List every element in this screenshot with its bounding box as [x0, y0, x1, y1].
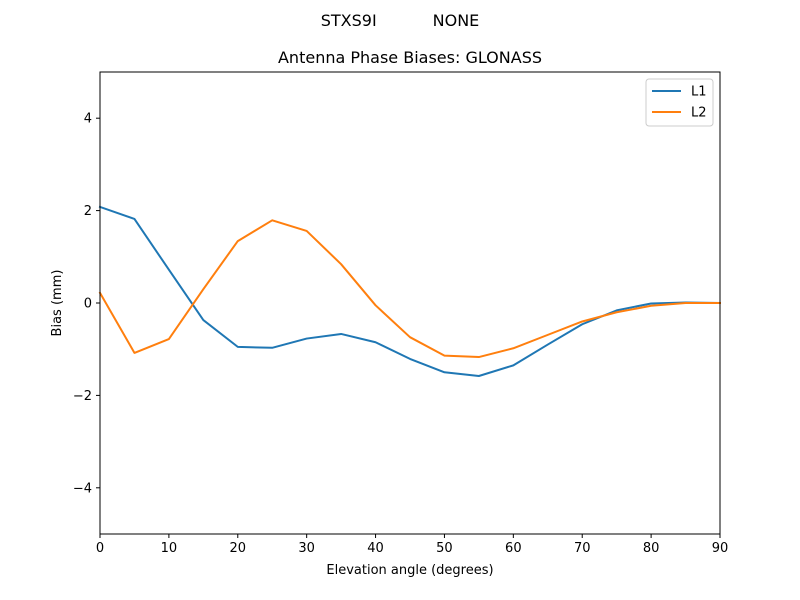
y-tick-label: −4 [73, 481, 92, 496]
chart-title: Antenna Phase Biases: GLONASS [278, 48, 542, 67]
x-axis-label: Elevation angle (degrees) [326, 563, 493, 578]
series-layer [98, 205, 722, 377]
y-tick-label: 0 [84, 297, 92, 312]
legend-label-l2: L2 [691, 106, 707, 121]
x-tick-label: 90 [712, 541, 729, 556]
y-axis-label: Bias (mm) [50, 270, 65, 337]
x-tick-label: 50 [436, 541, 453, 556]
plot-area [100, 72, 720, 534]
x-tick-label: 20 [230, 541, 247, 556]
x-axis: 0 10 20 30 40 50 60 70 80 90 [96, 534, 728, 556]
x-tick-label: 80 [643, 541, 660, 556]
figure-suptitle: STXS9I NONE [321, 11, 480, 30]
y-tick-label: −2 [73, 389, 92, 404]
x-tick-label: 70 [574, 541, 591, 556]
plot-frame [99, 71, 721, 535]
series-line-l2 [98, 219, 721, 359]
x-tick-label: 10 [161, 541, 178, 556]
x-tick-label: 40 [367, 541, 384, 556]
legend-label-l1: L1 [691, 85, 707, 100]
y-tick-label: 4 [84, 112, 92, 127]
x-tick-label: 30 [298, 541, 315, 556]
y-tick-label: 2 [84, 204, 92, 219]
x-tick-label: 0 [96, 541, 104, 556]
y-axis: −4 −2 0 2 4 [73, 112, 100, 496]
x-tick-label: 60 [505, 541, 522, 556]
series-line-l1 [98, 205, 722, 377]
